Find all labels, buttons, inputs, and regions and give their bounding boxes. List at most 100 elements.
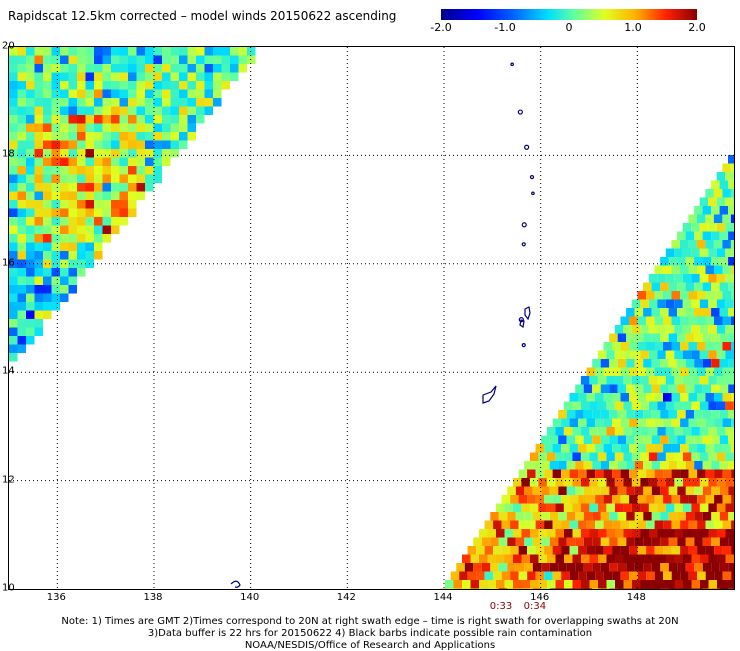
wind-cell bbox=[69, 158, 78, 167]
wind-cell bbox=[527, 572, 536, 581]
wind-cell bbox=[714, 342, 723, 351]
wind-cell bbox=[680, 521, 689, 530]
wind-cell bbox=[728, 461, 734, 470]
wind-cell bbox=[86, 107, 95, 116]
wind-cell bbox=[581, 580, 590, 589]
wind-cell bbox=[52, 243, 61, 252]
wind-cell bbox=[502, 546, 511, 555]
wind-cell bbox=[145, 158, 154, 167]
wind-cell bbox=[621, 393, 630, 402]
wind-cell bbox=[111, 149, 120, 158]
wind-cell bbox=[9, 328, 18, 337]
wind-cell bbox=[43, 226, 52, 235]
wind-cell bbox=[624, 529, 633, 538]
wind-cell bbox=[35, 192, 44, 201]
wind-cell bbox=[43, 56, 52, 65]
wind-cell bbox=[624, 580, 633, 589]
wind-cell bbox=[550, 589, 559, 590]
wind-cell bbox=[618, 334, 627, 343]
wind-cell bbox=[575, 563, 584, 572]
wind-cell bbox=[689, 419, 698, 428]
wind-cell bbox=[592, 410, 601, 419]
wind-cell bbox=[615, 555, 624, 564]
wind-cell bbox=[77, 158, 86, 167]
wind-cell bbox=[601, 589, 610, 590]
wind-cell bbox=[544, 572, 553, 581]
wind-cell bbox=[581, 402, 590, 411]
wind-cell bbox=[717, 325, 726, 334]
wind-cell bbox=[60, 166, 69, 175]
wind-cell bbox=[43, 260, 52, 269]
wind-cell bbox=[507, 589, 516, 590]
wind-cell bbox=[205, 64, 214, 73]
wind-cell bbox=[598, 453, 607, 462]
wind-cell bbox=[672, 470, 681, 479]
wind-cell bbox=[538, 478, 547, 487]
wind-cell bbox=[632, 300, 641, 309]
wind-cell bbox=[120, 81, 129, 90]
wind-cell bbox=[86, 217, 95, 226]
wind-cell bbox=[671, 240, 680, 249]
wind-cell bbox=[137, 107, 146, 116]
wind-cell bbox=[674, 249, 683, 258]
wind-cell bbox=[145, 132, 154, 141]
wind-cell bbox=[652, 436, 661, 445]
wind-cell bbox=[587, 572, 596, 581]
wind-cell bbox=[711, 181, 720, 190]
wind-cell bbox=[103, 192, 112, 201]
wind-cell bbox=[558, 487, 567, 496]
wind-cell bbox=[103, 234, 112, 243]
wind-cell bbox=[686, 436, 695, 445]
wind-cell bbox=[694, 487, 703, 496]
wind-cell bbox=[499, 538, 508, 547]
wind-cell bbox=[35, 90, 44, 99]
wind-cell bbox=[26, 243, 35, 252]
wind-cell bbox=[120, 73, 129, 82]
wind-cell bbox=[674, 274, 683, 283]
wind-cell bbox=[502, 572, 511, 581]
wind-cell bbox=[680, 266, 689, 275]
wind-cell bbox=[547, 580, 556, 589]
wind-cell bbox=[708, 453, 717, 462]
wind-cell bbox=[590, 529, 599, 538]
wind-cell bbox=[700, 198, 709, 207]
wind-cell bbox=[154, 175, 163, 184]
wind-cell bbox=[689, 546, 698, 555]
color-scale-tick-4: 2.0 bbox=[688, 21, 706, 34]
wind-cell bbox=[247, 47, 256, 56]
wind-cell bbox=[714, 572, 723, 581]
wind-cell bbox=[666, 504, 675, 513]
wind-cell bbox=[128, 47, 137, 56]
wind-cell bbox=[612, 393, 621, 402]
wind-cell bbox=[188, 64, 197, 73]
wind-cell bbox=[522, 555, 531, 564]
latitude-label: 18 bbox=[2, 149, 15, 160]
wind-cell bbox=[564, 478, 573, 487]
wind-cell bbox=[723, 317, 732, 326]
wind-cell bbox=[35, 149, 44, 158]
wind-cell bbox=[572, 427, 581, 436]
wind-cell bbox=[154, 107, 163, 116]
wind-cell bbox=[502, 521, 511, 530]
wind-cell bbox=[35, 183, 44, 192]
wind-cell bbox=[658, 555, 667, 564]
wind-cell bbox=[723, 521, 732, 530]
wind-cell bbox=[120, 132, 129, 141]
wind-cell bbox=[717, 249, 726, 258]
wind-cell bbox=[86, 243, 95, 252]
wind-cell bbox=[179, 124, 188, 133]
wind-cell bbox=[94, 166, 103, 175]
wind-cell bbox=[9, 226, 18, 235]
wind-cell bbox=[609, 359, 618, 368]
color-scale-bar bbox=[441, 9, 697, 20]
wind-cell bbox=[581, 504, 590, 513]
wind-cell bbox=[69, 226, 78, 235]
wind-cell bbox=[697, 240, 706, 249]
wind-cell bbox=[618, 385, 627, 394]
wind-cell bbox=[728, 538, 734, 547]
wind-cell bbox=[686, 410, 695, 419]
wind-cell bbox=[638, 495, 647, 504]
wind-cell bbox=[52, 107, 61, 116]
wind-cell bbox=[697, 266, 706, 275]
wind-cell bbox=[516, 563, 525, 572]
